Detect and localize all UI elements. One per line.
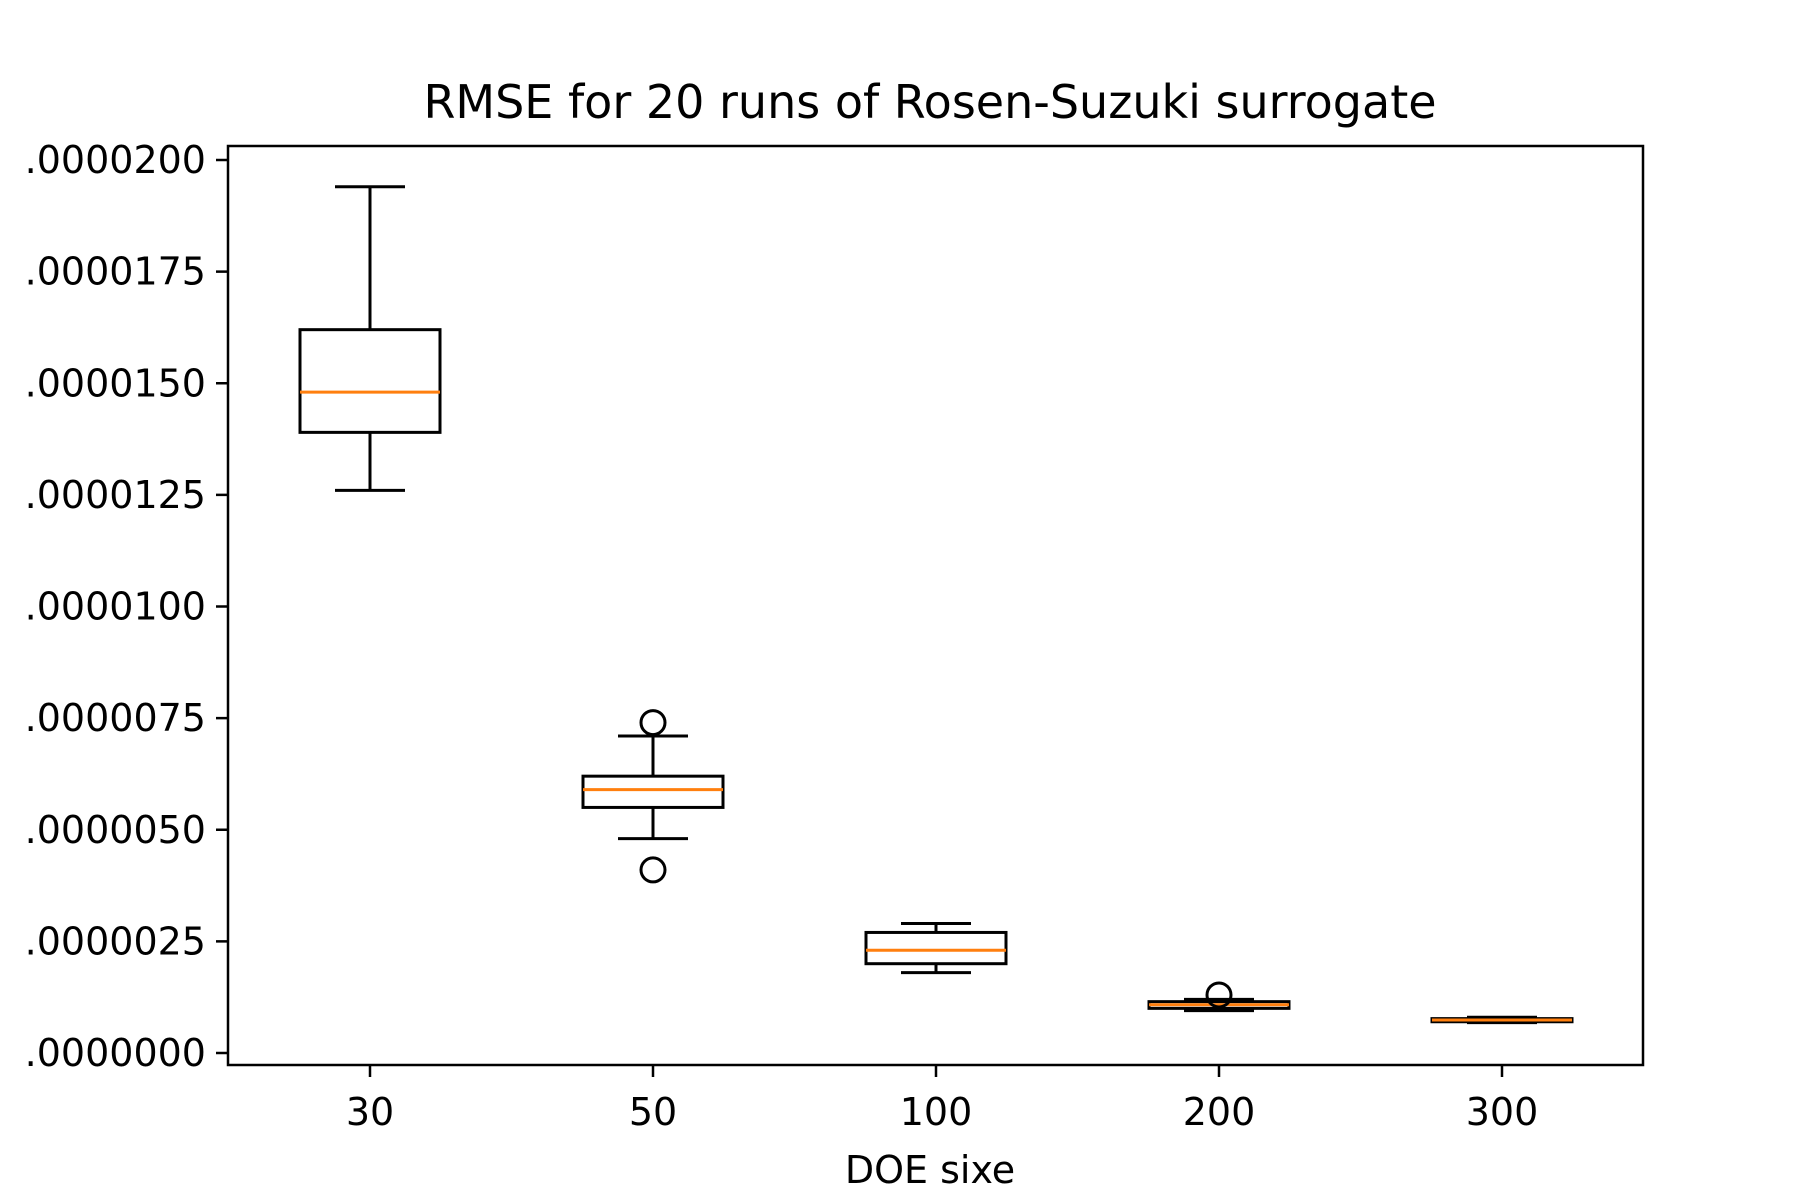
y-tick-label: .0000150 [25, 361, 206, 405]
x-tick-label: 200 [1183, 1090, 1256, 1134]
box-30 [298, 185, 442, 492]
box-50 [581, 709, 725, 884]
y-axis: .0000000 .0000025 .0000050 .0000075 .0000100… [25, 138, 228, 1075]
y-tick-label: .0000000 [25, 1031, 206, 1075]
chart-title: RMSE for 20 runs of Rosen-Suzuki surroga… [423, 75, 1436, 129]
outlier-point [639, 856, 667, 884]
x-tick-label: 50 [629, 1090, 677, 1134]
box-300 [1430, 1015, 1574, 1025]
x-axis-label: DOE sixe [845, 1148, 1015, 1192]
box-iqr [298, 328, 442, 434]
x-axis: 30 50 100 200 300 [346, 1065, 1538, 1134]
x-tick-label: 300 [1466, 1090, 1539, 1134]
box-iqr [581, 774, 725, 809]
y-tick-label: .0000125 [25, 473, 206, 517]
box-200 [1147, 981, 1291, 1013]
x-tick-label: 30 [346, 1090, 394, 1134]
y-tick-label: .0000025 [25, 919, 206, 963]
boxes-group [298, 185, 1574, 1025]
y-tick-label: .0000100 [25, 585, 206, 629]
outlier-point [639, 709, 667, 737]
y-tick-label: .0000075 [25, 696, 206, 740]
y-tick-label: .0000175 [25, 250, 206, 294]
x-tick-label: 100 [900, 1090, 973, 1134]
box-iqr [864, 930, 1008, 966]
outlier-point [1205, 981, 1233, 1009]
y-tick-label: .0000200 [25, 138, 206, 182]
box-100 [864, 922, 1008, 975]
y-tick-label: .0000050 [25, 808, 206, 852]
